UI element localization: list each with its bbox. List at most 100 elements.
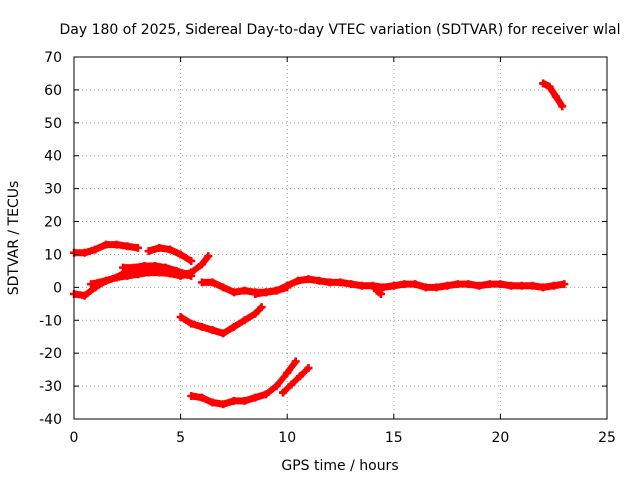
series-arc-12 xyxy=(539,79,567,111)
data-point xyxy=(272,382,281,391)
data-point xyxy=(172,266,181,275)
data-point xyxy=(101,240,110,249)
data-point xyxy=(91,245,100,254)
y-axis-ticks: -40 -30 -20 -10 0 10 20 30 40 50 60 70 xyxy=(39,50,607,428)
data-point xyxy=(229,288,238,297)
data-point xyxy=(278,388,287,397)
x-axis-label: GPS time / hours xyxy=(281,458,398,474)
x-tick-label: 25 xyxy=(598,430,616,446)
data-point xyxy=(219,400,228,409)
data-point xyxy=(453,280,462,289)
y-axis-label: SDTVAR / TECUs xyxy=(6,181,22,296)
x-tick-label: 20 xyxy=(491,430,509,446)
data-point xyxy=(325,278,334,287)
data-point xyxy=(368,281,377,290)
y-tick-label: 30 xyxy=(44,182,62,198)
x-tick-label: 5 xyxy=(176,430,185,446)
x-tick-label: 15 xyxy=(385,430,403,446)
data-point xyxy=(517,281,526,290)
data-point xyxy=(240,286,249,295)
data-point xyxy=(151,261,160,270)
data-point xyxy=(372,286,381,295)
data-point xyxy=(304,363,313,372)
data-point xyxy=(545,82,554,91)
data-point xyxy=(558,102,567,111)
y-tick-label: -40 xyxy=(39,412,62,428)
data-point xyxy=(347,280,356,289)
data-point xyxy=(112,273,121,282)
y-tick-label: 0 xyxy=(53,280,62,296)
data-point xyxy=(208,398,217,407)
plot-frame xyxy=(73,56,608,420)
data-point xyxy=(251,393,260,402)
data-point xyxy=(80,291,89,300)
data-point xyxy=(411,280,420,289)
series-arc-10 xyxy=(187,357,300,409)
data-point xyxy=(187,319,196,328)
data-point xyxy=(176,250,185,259)
data-point xyxy=(187,257,196,266)
data-point xyxy=(208,326,217,335)
data-point xyxy=(197,322,206,331)
series-arc-4 xyxy=(144,243,196,266)
data-point xyxy=(293,276,302,285)
series-arc-5 xyxy=(119,261,191,279)
series-arc-1 xyxy=(70,240,142,257)
data-point xyxy=(133,243,142,252)
data-point xyxy=(197,278,206,287)
x-axis-ticks: 0 5 10 15 20 25 xyxy=(70,57,616,446)
series-arc-9 xyxy=(372,286,386,298)
data-point xyxy=(161,263,170,272)
data-point xyxy=(197,393,206,402)
data-point xyxy=(144,247,153,256)
data-point xyxy=(272,286,281,295)
data-point xyxy=(315,276,324,285)
y-tick-label: 40 xyxy=(44,149,62,165)
data-point xyxy=(400,280,409,289)
data-point xyxy=(485,280,494,289)
data-point xyxy=(87,280,96,289)
data-point xyxy=(165,245,174,254)
series-arc-8 xyxy=(251,283,292,298)
data-point xyxy=(80,248,89,257)
data-point xyxy=(261,288,270,297)
y-tick-label: 20 xyxy=(44,215,62,231)
y-tick-label: -20 xyxy=(39,346,62,362)
data-point xyxy=(240,316,249,325)
series-arc-6 xyxy=(176,303,266,338)
data-point xyxy=(304,275,313,284)
data-point xyxy=(528,281,537,290)
data-point xyxy=(549,281,558,290)
y-tick-label: 70 xyxy=(44,50,62,66)
data-point xyxy=(357,281,366,290)
data-point xyxy=(443,281,452,290)
data-point xyxy=(507,281,516,290)
data-point xyxy=(251,309,260,318)
data-point xyxy=(197,260,206,269)
data-point xyxy=(287,380,296,389)
data-point xyxy=(176,312,185,321)
chart-title: Day 180 of 2025, Sidereal Day-to-day VTE… xyxy=(59,22,620,38)
x-tick-label: 0 xyxy=(70,430,79,446)
data-point xyxy=(539,283,548,292)
data-point xyxy=(539,79,548,88)
data-point xyxy=(208,278,217,287)
data-point xyxy=(229,322,238,331)
data-point xyxy=(182,270,191,279)
data-point xyxy=(204,252,213,261)
data-point xyxy=(464,280,473,289)
data-point xyxy=(551,92,560,101)
data-point xyxy=(336,278,345,287)
grid-lines xyxy=(74,57,607,419)
series-arc-11 xyxy=(278,363,313,397)
data-point xyxy=(240,396,249,405)
data-point xyxy=(295,372,304,381)
y-tick-label: -30 xyxy=(39,379,62,395)
data-point xyxy=(187,391,196,400)
data-point xyxy=(129,263,138,272)
x-tick-label: 10 xyxy=(278,430,296,446)
data-point xyxy=(112,240,121,249)
data-point xyxy=(101,276,110,285)
data-point xyxy=(219,283,228,292)
y-tick-label: 60 xyxy=(44,83,62,99)
